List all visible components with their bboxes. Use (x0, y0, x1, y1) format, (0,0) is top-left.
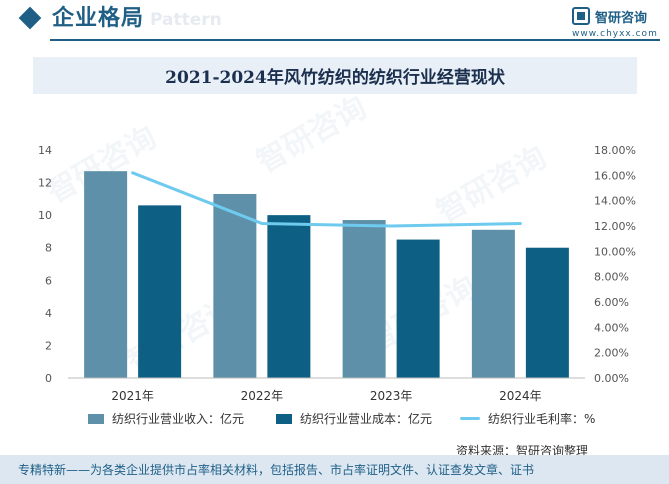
y-right-tick-label: 4.00% (594, 321, 629, 334)
bar-revenue (84, 171, 128, 378)
bar-revenue (213, 193, 257, 378)
legend-label-margin: 纺织行业毛利率：% (488, 412, 596, 426)
y-left-tick-label: 12 (38, 177, 52, 190)
legend: 纺织行业营业收入：亿元 纺织行业营业成本：亿元 纺织行业毛利率：% (0, 410, 669, 434)
x-tick-label: 2021年 (111, 389, 154, 403)
y-left-tick-label: 14 (38, 144, 52, 157)
y-right-tick-label: 16.00% (594, 169, 636, 182)
line-margin (131, 171, 522, 228)
header-watermark: Pattern (150, 10, 222, 30)
bar-cost (138, 205, 182, 378)
legend-label-cost: 纺织行业营业成本：亿元 (300, 412, 433, 426)
bar-cost (396, 239, 440, 378)
y-right-tick-label: 8.00% (594, 271, 629, 284)
brand-logo-icon (572, 7, 590, 25)
x-tick-label: 2022年 (241, 389, 284, 403)
brand-name: 智研咨询 (595, 10, 648, 26)
legend-swatch-cost (276, 413, 292, 424)
chart-title: 2021-2024年风竹纺织的纺织行业经营现状 (165, 68, 505, 88)
legend-swatch-margin (460, 417, 480, 420)
chart-title-bar: 2021-2024年风竹纺织的纺织行业经营现状 (33, 57, 637, 94)
y-left-tick-label: 4 (45, 307, 52, 320)
footer-text: 专精特新——为各类企业提供市占率相关材料，包括报告、市占率证明文件、认证查发文章… (18, 463, 535, 477)
footer-bar: 专精特新——为各类企业提供市占率相关材料，包括报告、市占率证明文件、认证查发文章… (0, 455, 669, 484)
legend-swatch-revenue (88, 413, 104, 424)
bar-cost (525, 247, 569, 378)
bar-revenue (471, 229, 515, 378)
y-left-tick-label: 6 (45, 274, 52, 287)
x-tick-label: 2023年 (370, 389, 413, 403)
y-left-tick-label: 2 (45, 339, 52, 352)
legend-item-cost: 纺织行业营业成本：亿元 (276, 410, 432, 427)
source-note: 资料来源：智研咨询整理 (456, 444, 589, 458)
y-right-tick-label: 0.00% (594, 372, 629, 385)
legend-item-revenue: 纺织行业营业收入：亿元 (88, 410, 244, 427)
bar-cost (267, 215, 311, 378)
y-left-tick-label: 10 (38, 209, 52, 222)
bar-revenue (342, 220, 386, 378)
header-divider (50, 39, 660, 41)
chart: 0 2 4 6 8 10 12 14 0.00% 2.00% 4.00% 6.00% 8.00% 10.0… (38, 144, 636, 403)
y-left-tick-label: 8 (45, 242, 52, 255)
y-right-tick-label: 10.00% (594, 245, 636, 258)
section-title: 企业格局 (52, 6, 145, 31)
y-right-tick-label: 2.00% (594, 347, 629, 360)
y-right-tick-label: 14.00% (594, 195, 636, 208)
x-tick-label: 2024年 (499, 389, 542, 403)
legend-item-margin: 纺织行业毛利率：% (460, 410, 595, 427)
y-left-tick-label: 0 (45, 372, 52, 385)
legend-label-revenue: 纺织行业营业收入：亿元 (112, 412, 245, 426)
y-right-tick-label: 12.00% (594, 220, 636, 233)
y-right-tick-label: 18.00% (594, 144, 636, 157)
brand: 智研咨询 (572, 6, 647, 26)
brand-url: www.chyxx.com (572, 29, 658, 39)
y-right-tick-label: 6.00% (594, 296, 629, 309)
header: 企业格局 Pattern 智研咨询 www.chyxx.com (0, 0, 669, 46)
